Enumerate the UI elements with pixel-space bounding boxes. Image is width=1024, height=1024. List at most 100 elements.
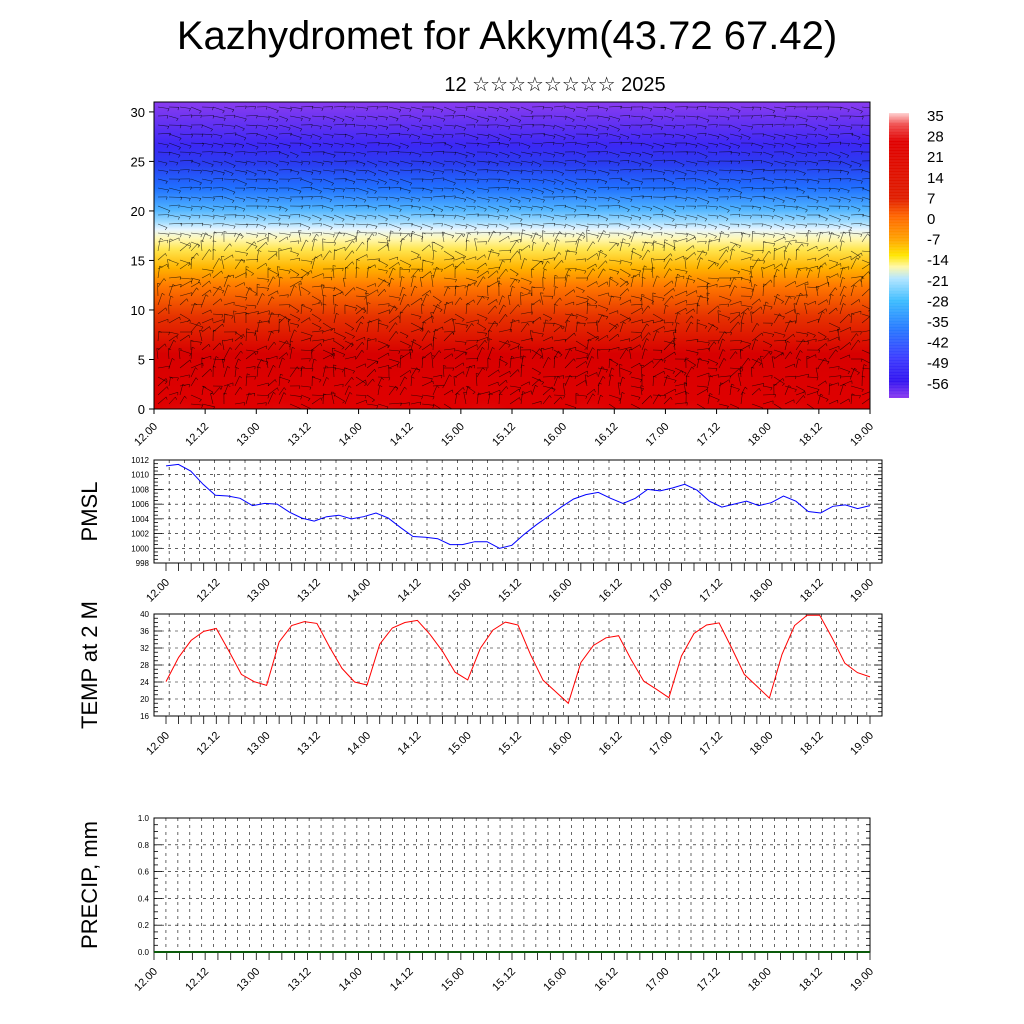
- wind-barb-flag: [300, 280, 302, 284]
- wind-barb-flag: [179, 125, 182, 129]
- wind-barb: [597, 349, 599, 360]
- wind-barb: [410, 322, 423, 330]
- wind-barb: [487, 266, 500, 270]
- wind-barb-flag: [603, 268, 606, 272]
- wind-barb: [795, 373, 809, 378]
- wind-barb: [278, 392, 285, 405]
- wind-barb-flag: [319, 379, 322, 383]
- wind-barb: [652, 223, 663, 229]
- wind-barb-flag: [430, 190, 433, 194]
- wind-barb-flag: [707, 282, 711, 285]
- wind-barb: [784, 160, 797, 164]
- wind-barb-flag: [849, 115, 851, 119]
- wind-barb: [432, 150, 444, 153]
- wind-barb-flag: [586, 277, 589, 281]
- wind-barb: [289, 115, 303, 119]
- wind-barb-flag: [412, 230, 416, 233]
- wind-barb-flag: [773, 383, 777, 386]
- wind-barb: [454, 261, 464, 270]
- wind-barb: [476, 313, 488, 319]
- wind-barb-flag: [747, 307, 750, 311]
- wind-barb: [509, 340, 520, 345]
- wind-barb: [784, 333, 794, 342]
- wind-barb: [542, 124, 555, 127]
- wind-barb: [520, 338, 533, 342]
- wind-barb-flag: [691, 366, 695, 370]
- wind-barb: [630, 376, 643, 380]
- wind-barb: [465, 319, 479, 324]
- wind-barb: [540, 348, 544, 360]
- wind-barb-flag: [785, 117, 787, 121]
- wind-barb-flag: [862, 375, 866, 378]
- wind-barb: [200, 240, 203, 252]
- wind-barb: [553, 196, 565, 198]
- wind-barb-flag: [319, 171, 322, 175]
- wind-barb: [476, 337, 488, 342]
- wind-barb: [443, 374, 450, 387]
- wind-barb-flag: [560, 325, 563, 330]
- wind-barb-flag: [242, 128, 245, 132]
- wind-barb: [520, 229, 523, 243]
- wind-barb: [223, 196, 235, 201]
- wind-barb-flag: [561, 173, 564, 176]
- wind-barb-flag: [607, 205, 610, 209]
- wind-barb-flag: [220, 135, 223, 139]
- wind-barb-flag: [331, 218, 334, 221]
- x-tick-label: 15.00: [446, 577, 474, 605]
- wind-barb-flag: [782, 316, 785, 320]
- x-tick-label: 12.00: [144, 730, 172, 758]
- wind-barb-flag: [806, 356, 810, 358]
- wind-barb-flag: [846, 155, 850, 158]
- wind-barb: [234, 342, 242, 351]
- wind-barb-flag: [517, 108, 520, 112]
- wind-barb: [465, 323, 473, 333]
- wind-barb: [861, 250, 870, 253]
- wind-barb-flag: [840, 107, 842, 111]
- wind-barb: [597, 395, 601, 405]
- wind-barb: [762, 205, 775, 210]
- wind-barb-flag: [432, 315, 434, 319]
- wind-barb-flag: [499, 393, 503, 396]
- wind-barb: [531, 232, 542, 237]
- wind-barb-flag: [410, 170, 413, 174]
- wind-barb: [322, 223, 333, 228]
- wind-barb-flag: [297, 319, 301, 322]
- wind-barb-flag: [607, 198, 610, 202]
- wind-barb: [278, 124, 291, 129]
- wind-barb-flag: [342, 219, 345, 222]
- wind-barb-flag: [772, 209, 776, 213]
- wind-barb-flag: [575, 160, 577, 164]
- wind-barb-flag: [276, 118, 279, 122]
- wind-barb-flag: [276, 189, 278, 193]
- wind-barb: [157, 253, 166, 261]
- wind-barb-flag: [333, 364, 337, 367]
- wind-barb-flag: [166, 144, 169, 148]
- wind-barb: [553, 232, 567, 235]
- wind-barb: [861, 367, 870, 370]
- wind-barb: [773, 352, 784, 360]
- wind-barb: [487, 115, 497, 119]
- wind-barb: [542, 133, 556, 137]
- wind-barb: [850, 394, 861, 396]
- wind-barb-flag: [748, 343, 752, 347]
- wind-barb-flag: [374, 207, 377, 211]
- wind-barb-flag: [518, 120, 522, 123]
- wind-barb-flag: [593, 190, 597, 194]
- wind-barb: [784, 196, 796, 201]
- wind-barb: [751, 232, 765, 235]
- wind-barb-flag: [838, 219, 841, 222]
- wind-barb-flag: [177, 216, 180, 220]
- wind-barb: [542, 106, 553, 109]
- wind-barb-flag: [388, 352, 390, 357]
- wind-barb: [861, 223, 870, 227]
- wind-barb-flag: [563, 395, 565, 399]
- wind-barb: [597, 169, 610, 174]
- wind-barb: [168, 284, 174, 297]
- wind-barb: [366, 178, 379, 183]
- wind-barb-flag: [730, 161, 733, 165]
- wind-barb: [531, 223, 545, 226]
- wind-barb-flag: [693, 308, 695, 312]
- y-tick-label: 1012: [131, 456, 149, 465]
- wind-barb-flag: [178, 154, 181, 158]
- wind-barb-flag: [872, 174, 874, 177]
